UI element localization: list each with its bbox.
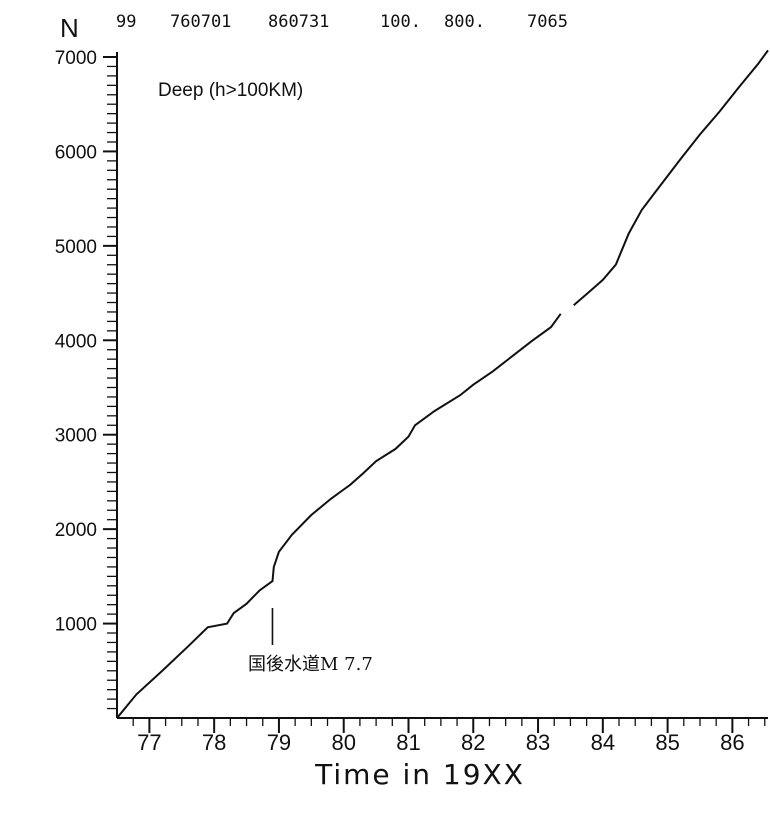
header-count: 7065 — [527, 12, 568, 32]
annotation-label: 国後水道M 7.7 — [248, 654, 373, 675]
y-tick-label: 3000 — [55, 426, 97, 447]
x-tick-label: 83 — [526, 730, 550, 755]
minor-ticks — [107, 65, 766, 726]
x-tick-label: 82 — [461, 730, 485, 755]
x-tick-label: 84 — [591, 730, 615, 755]
header-start: 760701 — [170, 12, 232, 32]
series — [116, 49, 769, 719]
header-n: 99 — [116, 12, 137, 32]
major-ticks — [103, 56, 734, 733]
y-tick-label: 5000 — [55, 237, 97, 258]
x-tick-label: 86 — [720, 730, 744, 755]
y-tick-label: 7000 — [55, 48, 97, 69]
x-tick-label: 77 — [137, 730, 161, 755]
axes — [116, 52, 768, 719]
series-line — [573, 49, 769, 307]
series-line — [116, 313, 562, 719]
y-tick-label: 6000 — [55, 142, 97, 163]
chart-subtitle: Deep (h>100KM) — [158, 80, 304, 101]
y-tick-label: 1000 — [55, 615, 97, 636]
x-tick-label: 81 — [396, 730, 420, 755]
x-axis-label: Time in 19XX — [315, 758, 525, 791]
header-v1: 100. — [380, 12, 421, 32]
header-end: 860731 — [268, 12, 330, 32]
y-axis-label: N — [60, 13, 79, 43]
y-tick-label: 2000 — [55, 520, 97, 541]
header-v2: 800. — [444, 12, 485, 32]
x-tick-label: 80 — [331, 730, 355, 755]
y-tick-label: 4000 — [55, 331, 97, 352]
tick-labels: 1000 2000 3000 4000 5000 6000 7000 77 78 79 80 81 82… — [55, 48, 745, 755]
x-tick-label: 85 — [655, 730, 679, 755]
x-tick-label: 78 — [202, 730, 226, 755]
x-tick-label: 79 — [267, 730, 291, 755]
